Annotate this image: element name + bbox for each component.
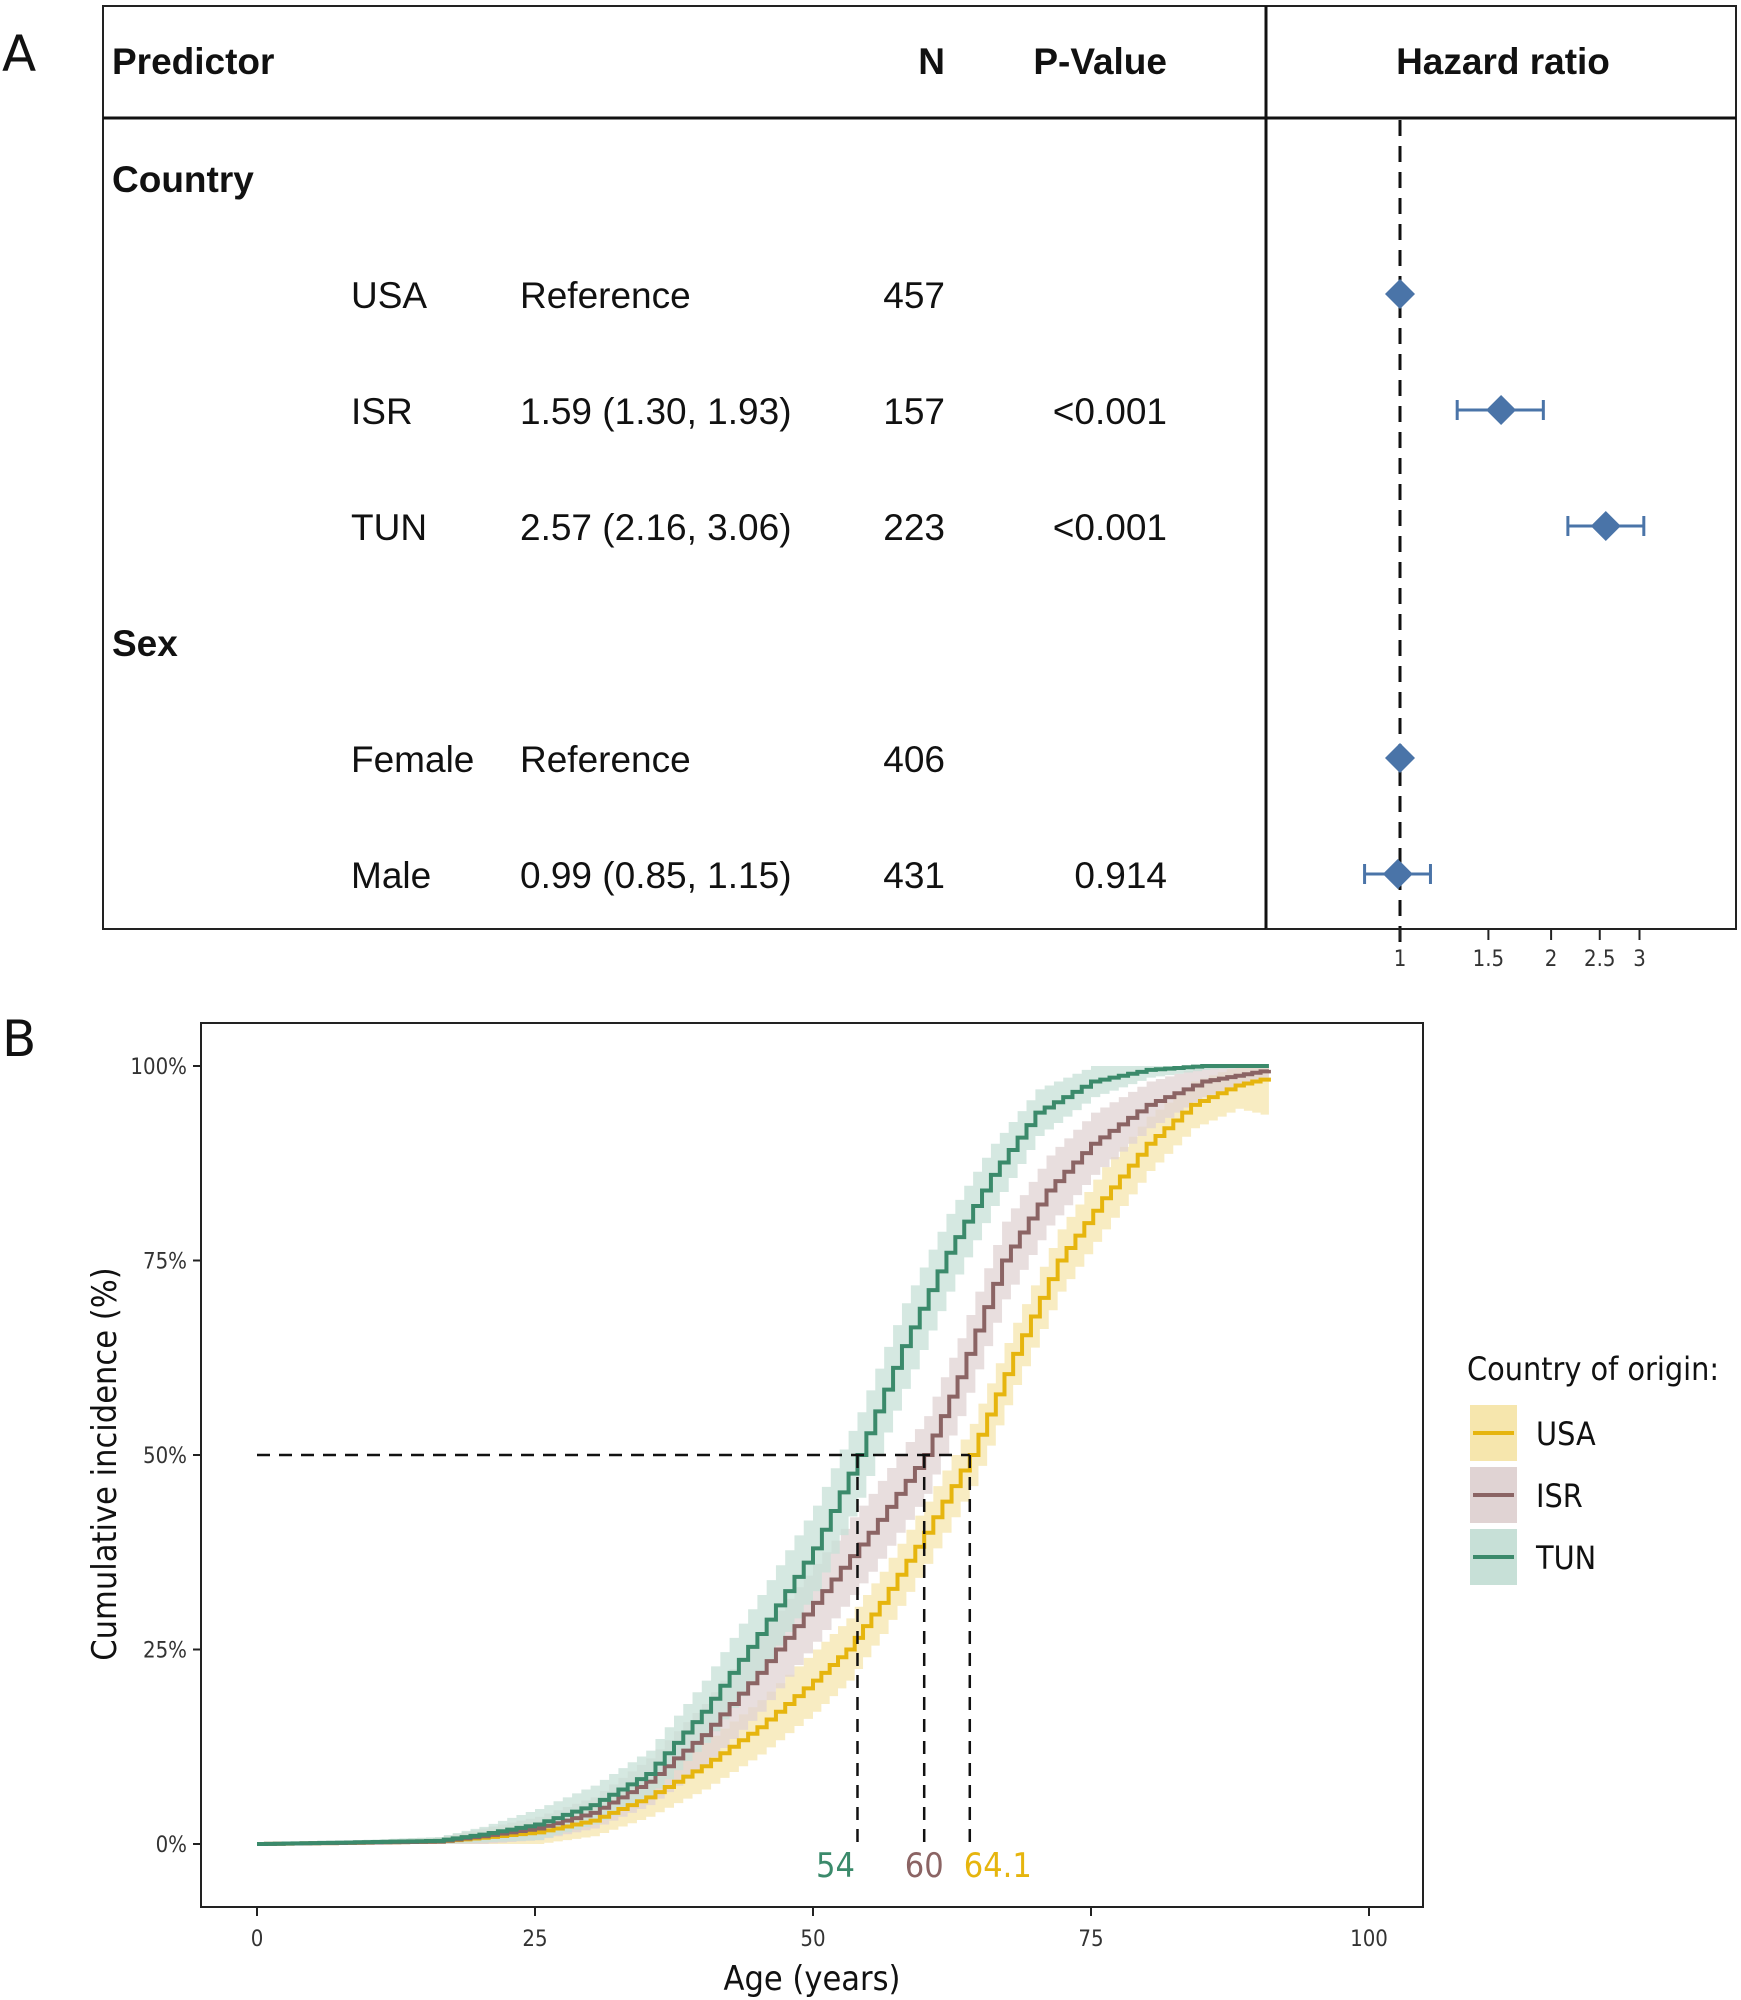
hr-diamond-marker	[1486, 395, 1517, 425]
group-heading: Sex	[112, 623, 178, 664]
hr-tick-label: 1.5	[1473, 947, 1504, 972]
x-tick-label: 25	[522, 1927, 547, 1952]
hr-diamond-marker	[1385, 743, 1415, 773]
n-cell: 157	[883, 391, 945, 432]
panel-b-label: B	[2, 1010, 37, 1068]
legend-label: TUN	[1535, 1539, 1596, 1577]
group-heading: Country	[112, 159, 254, 200]
header-predictor: Predictor	[112, 41, 274, 82]
x-tick-label: 0	[251, 1927, 264, 1952]
x-axis-label: Age (years)	[724, 1959, 901, 1999]
legend-title: Country of origin:	[1467, 1350, 1719, 1388]
table-border	[102, 5, 1737, 930]
estimate-cell: Reference	[520, 739, 691, 780]
n-cell: 457	[883, 275, 945, 316]
level-cell: TUN	[351, 507, 427, 548]
n-cell: 406	[883, 739, 945, 780]
n-cell: 431	[883, 855, 945, 896]
estimate-cell: 2.57 (2.16, 3.06)	[520, 507, 792, 548]
y-tick-label: 0%	[156, 1833, 187, 1858]
header-hazard-ratio: Hazard ratio	[1396, 41, 1610, 82]
pvalue-cell: <0.001	[1053, 507, 1167, 548]
hr-tick-label: 2	[1545, 947, 1558, 972]
pvalue-cell: 0.914	[1074, 855, 1167, 896]
legend-label: USA	[1536, 1415, 1596, 1453]
table-row: Female Reference 406	[351, 739, 945, 780]
legend-item-isr: ISR	[1470, 1467, 1583, 1523]
legend-item-tun: TUN	[1470, 1529, 1596, 1585]
legend-label: ISR	[1536, 1477, 1583, 1515]
table-row: TUN 2.57 (2.16, 3.06) 223 <0.001	[351, 507, 1167, 548]
y-axis-label: Cumulative incidence (%)	[85, 1267, 125, 1660]
level-cell: Female	[351, 739, 474, 780]
median-label-tun: 54	[816, 1846, 855, 1886]
table-row: USA Reference 457	[351, 275, 945, 316]
x-tick-label: 100	[1350, 1927, 1388, 1952]
ci-band-isr	[257, 1066, 1269, 1844]
hr-diamond-marker	[1382, 859, 1413, 889]
table-row: ISR 1.59 (1.30, 1.93) 157 <0.001	[351, 391, 1167, 432]
hr-diamond-marker	[1590, 511, 1621, 541]
estimate-cell: 1.59 (1.30, 1.93)	[520, 391, 792, 432]
plot-border	[200, 1022, 1424, 1908]
n-cell: 223	[883, 507, 945, 548]
median-label-usa: 64.1	[964, 1846, 1032, 1886]
series-line-tun	[257, 1064, 1269, 1846]
level-cell: ISR	[351, 391, 413, 432]
legend-item-usa: USA	[1470, 1405, 1596, 1461]
y-tick-label: 25%	[143, 1639, 187, 1664]
hr-tick-label: 1	[1394, 947, 1407, 972]
ci-band-usa	[257, 1066, 1269, 1844]
y-tick-label: 100%	[130, 1055, 187, 1080]
hr-tick-label: 3	[1633, 947, 1646, 972]
level-cell: Male	[351, 855, 431, 896]
hr-tick-label: 2.5	[1584, 947, 1615, 972]
median-label-isr: 60	[905, 1846, 944, 1886]
hr-diamond-marker	[1385, 279, 1415, 309]
y-tick-label: 75%	[143, 1250, 187, 1275]
table-row: Male 0.99 (0.85, 1.15) 431 0.914	[351, 855, 1167, 896]
x-tick-label: 50	[800, 1927, 825, 1952]
level-cell: USA	[351, 275, 427, 316]
header-pvalue: P-Value	[1033, 41, 1167, 82]
estimate-cell: 0.99 (0.85, 1.15)	[520, 855, 792, 896]
x-tick-label: 75	[1078, 1927, 1103, 1952]
estimate-cell: Reference	[520, 275, 691, 316]
forest-plot-table: Predictor N P-Value Hazard ratio Country…	[102, 5, 1737, 972]
cumulative-incidence-chart: 64.1 60 54 0% 25% 50% 75% 100% 0 25 50 75 100 Age (…	[85, 1022, 1719, 1999]
panel-a-label: A	[2, 25, 37, 83]
y-tick-label: 50%	[143, 1444, 187, 1469]
header-n: N	[918, 41, 945, 82]
pvalue-cell: <0.001	[1053, 391, 1167, 432]
